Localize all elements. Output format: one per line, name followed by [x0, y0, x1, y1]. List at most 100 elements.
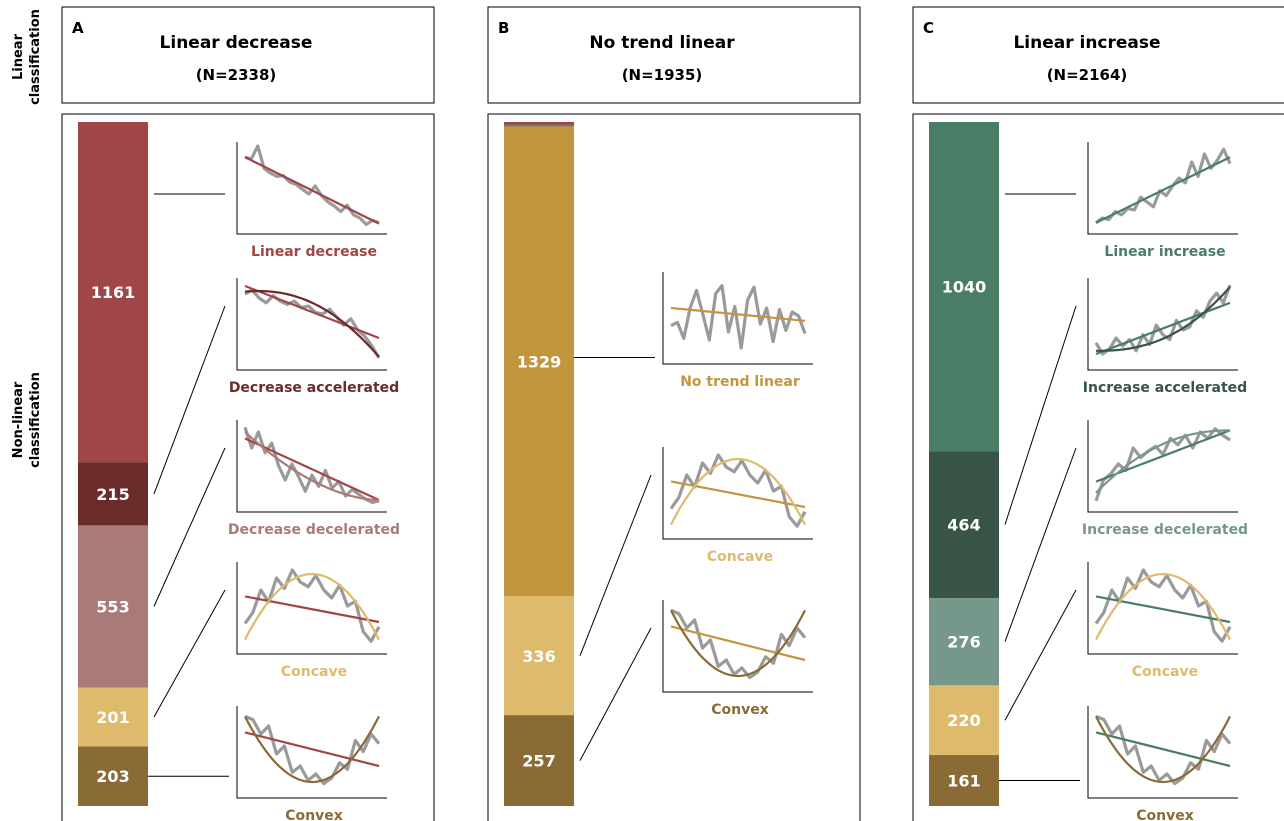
- thumbnail-label: Concave: [281, 664, 347, 680]
- thumbnail-c-linear-increase: Linear increase: [1005, 142, 1238, 260]
- thumbnail-series: [670, 608, 807, 680]
- bar-segment-b-0: [504, 122, 574, 125]
- panel-header-box-a: [61, 6, 435, 104]
- panel-b: B No trend linear (N=1935) 1329 336 257 No tre…: [487, 6, 861, 821]
- bar-segment-c-3: [929, 685, 999, 756]
- thumbnail-linear-fit: [1095, 156, 1231, 224]
- thumbnail-nonlinear-fit: [1096, 286, 1231, 352]
- connector-line: [1004, 447, 1077, 642]
- bar-segment-a-4: [78, 746, 148, 806]
- bar-value-label-c-4: 161: [947, 772, 980, 791]
- connector-line: [153, 305, 226, 495]
- thumbnail-nonlinear-fit: [670, 457, 806, 526]
- bar-value-label-a-1: 215: [96, 485, 129, 504]
- bar-value-label-a-0: 1161: [91, 283, 136, 302]
- bar-value-label-b-4: 257: [522, 752, 555, 771]
- bar-segment-b-1: [504, 124, 574, 127]
- thumbnail-axes: [236, 420, 387, 513]
- bar-value-label-c-1: 464: [947, 516, 980, 535]
- bar-value-label-b-3: 336: [522, 647, 555, 666]
- row-label-linear-line1: Linear: [11, 33, 26, 80]
- thumbnail-c-increase-decelerated: Increase decelerated: [1004, 420, 1248, 642]
- thumbnail-axes: [662, 272, 813, 365]
- bar-value-label-a-3: 201: [96, 708, 129, 727]
- row-label-nonlinear-line1: Non-linear: [11, 381, 26, 458]
- thumbnail-linear-fit: [1095, 731, 1231, 768]
- row-label-linear-line2: classification: [28, 9, 43, 105]
- thumbnail-c-increase-accelerated: Increase accelerated: [1004, 278, 1247, 525]
- thumbnail-nonlinear-fit: [244, 431, 380, 502]
- thumbnail-linear-fit: [670, 306, 806, 322]
- connector-line: [153, 589, 226, 718]
- connector-line: [579, 474, 652, 656]
- panel-title-c: Linear increase: [1013, 33, 1160, 53]
- thumbnail-series: [670, 284, 807, 350]
- panel-title-a: Linear decrease: [160, 33, 313, 53]
- thumbnail-linear-fit: [670, 480, 806, 509]
- thumbnail-nonlinear-fit: [1095, 715, 1231, 784]
- thumbnail-nonlinear-fit: [244, 715, 380, 784]
- panel-letter-b: B: [498, 19, 509, 37]
- bar-segment-b-4: [504, 715, 574, 806]
- bar-segment-a-2: [78, 525, 148, 688]
- panel-subtitle-c: (N=2164): [1047, 66, 1128, 84]
- bar-segment-c-4: [929, 755, 999, 806]
- thumbnail-a-decrease-accelerated: Decrease accelerated: [153, 278, 399, 495]
- thumbnail-label: Convex: [285, 808, 343, 821]
- panels: A Linear decrease (N=2338) 1161 215 553 201 203…: [61, 6, 1284, 821]
- thumbnail-label: Convex: [711, 702, 769, 718]
- bar-segment-b-2: [504, 126, 574, 597]
- thumbnail-nonlinear-fit: [1095, 572, 1231, 641]
- thumbnail-c-concave: Concave: [1004, 562, 1238, 721]
- thumbnail-a-convex: Convex: [148, 706, 387, 821]
- bar-segment-a-3: [78, 687, 148, 747]
- thumbnail-linear-fit: [244, 595, 380, 624]
- bar-value-label-c-0: 1040: [942, 278, 987, 297]
- thumbnail-nonlinear-fit: [244, 290, 380, 358]
- thumbnail-axes: [1087, 706, 1238, 799]
- connector-line: [153, 447, 226, 607]
- row-label-nonlinear-line2: classification: [28, 372, 43, 468]
- thumbnail-b-no-trend-linear: No trend linear: [574, 272, 813, 390]
- panel-subtitle-b: (N=1935): [622, 66, 703, 84]
- thumbnail-a-decrease-decelerated: Decrease decelerated: [153, 420, 400, 607]
- thumbnail-linear-fit: [1095, 595, 1231, 624]
- thumbnail-label: Decrease decelerated: [228, 522, 400, 538]
- thumbnail-series: [244, 288, 381, 359]
- bar-value-label-c-3: 220: [947, 711, 980, 730]
- thumbnail-label: Linear increase: [1104, 244, 1225, 260]
- bar-segment-c-2: [929, 598, 999, 686]
- thumbnail-label: No trend linear: [680, 374, 800, 390]
- bar-segment-c-0: [929, 122, 999, 452]
- panel-a: A Linear decrease (N=2338) 1161 215 553 201 203…: [61, 6, 435, 821]
- row-label-linear: Linear classification: [11, 9, 43, 105]
- thumbnail-linear-fit: [670, 625, 806, 662]
- thumbnail-b-concave: Concave: [579, 447, 813, 656]
- bar-value-label-b-2: 1329: [517, 352, 562, 371]
- thumbnail-label: Concave: [707, 549, 773, 565]
- thumbnail-label: Increase decelerated: [1082, 522, 1248, 538]
- thumbnail-axes: [236, 278, 387, 371]
- thumbnail-axes: [1087, 562, 1238, 655]
- thumbnail-nonlinear-fit: [244, 572, 380, 641]
- bar-segment-c-1: [929, 451, 999, 599]
- thumbnail-label: Increase accelerated: [1083, 380, 1247, 396]
- panel-header-box-b: [487, 6, 861, 104]
- panel-letter-c: C: [923, 19, 934, 37]
- thumbnail-a-linear-decrease: Linear decrease: [154, 142, 387, 260]
- thumbnail-linear-fit: [244, 731, 380, 768]
- panel-header-box-c: [912, 6, 1284, 104]
- thumbnail-series: [244, 714, 381, 786]
- thumbnail-nonlinear-fit: [1095, 429, 1230, 494]
- thumbnail-axes: [662, 600, 813, 693]
- thumbnail-series: [1095, 147, 1232, 225]
- thumbnail-c-convex: Convex: [999, 706, 1238, 821]
- connector-line: [1004, 589, 1077, 721]
- panel-c: C Linear increase (N=2164) 1040 464 276 220 161…: [912, 6, 1284, 821]
- thumbnail-label: Decrease accelerated: [229, 380, 399, 396]
- thumbnail-linear-fit: [1095, 301, 1231, 356]
- thumbnail-label: Convex: [1136, 808, 1194, 821]
- bar-value-label-c-2: 276: [947, 633, 980, 652]
- panel-title-b: No trend linear: [589, 33, 735, 53]
